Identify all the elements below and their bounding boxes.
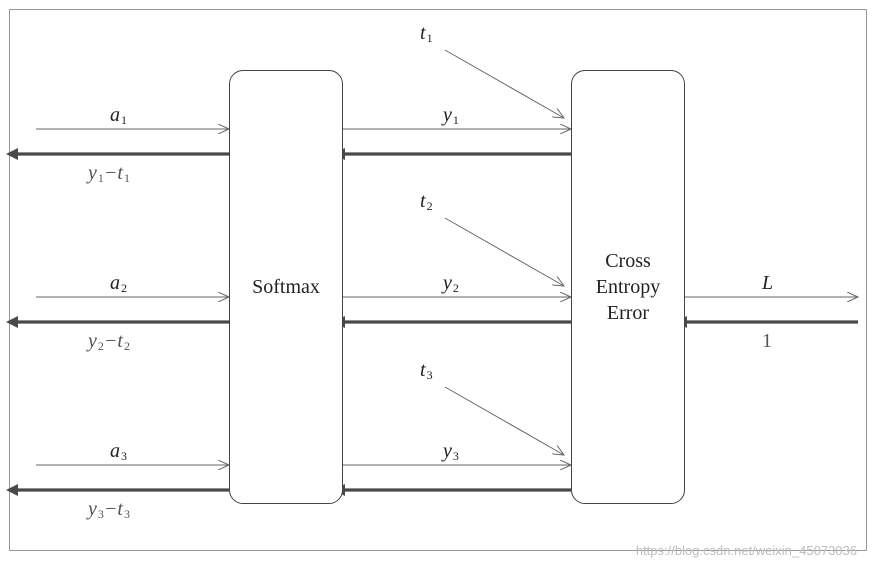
label-t2: t2 (420, 190, 433, 214)
label-a1: a1 (110, 104, 127, 128)
label-y2: y2 (443, 272, 459, 296)
cross-entropy-node: CrossEntropyError (571, 70, 685, 504)
label-t3: t3 (420, 359, 433, 383)
watermark: https://blog.csdn.net/weixin_45073036 (636, 543, 857, 558)
cee-label: CrossEntropyError (596, 248, 660, 326)
label-grad1: y1−t1 (88, 162, 130, 186)
label-a3: a3 (110, 440, 127, 464)
label-grad3: y3−t3 (88, 498, 130, 522)
softmax-label: Softmax (252, 274, 320, 300)
label-grad2: y2−t2 (88, 330, 130, 354)
label-y1: y1 (443, 104, 459, 128)
label-L: L (762, 272, 773, 295)
label-t1: t1 (420, 22, 433, 46)
diagram-canvas: Softmax CrossEntropyError a1 a2 a3 y1−t1… (0, 0, 875, 564)
softmax-node: Softmax (229, 70, 343, 504)
label-a2: a2 (110, 272, 127, 296)
label-one: 1 (762, 330, 772, 353)
label-y3: y3 (443, 440, 459, 464)
outer-border (9, 9, 867, 551)
